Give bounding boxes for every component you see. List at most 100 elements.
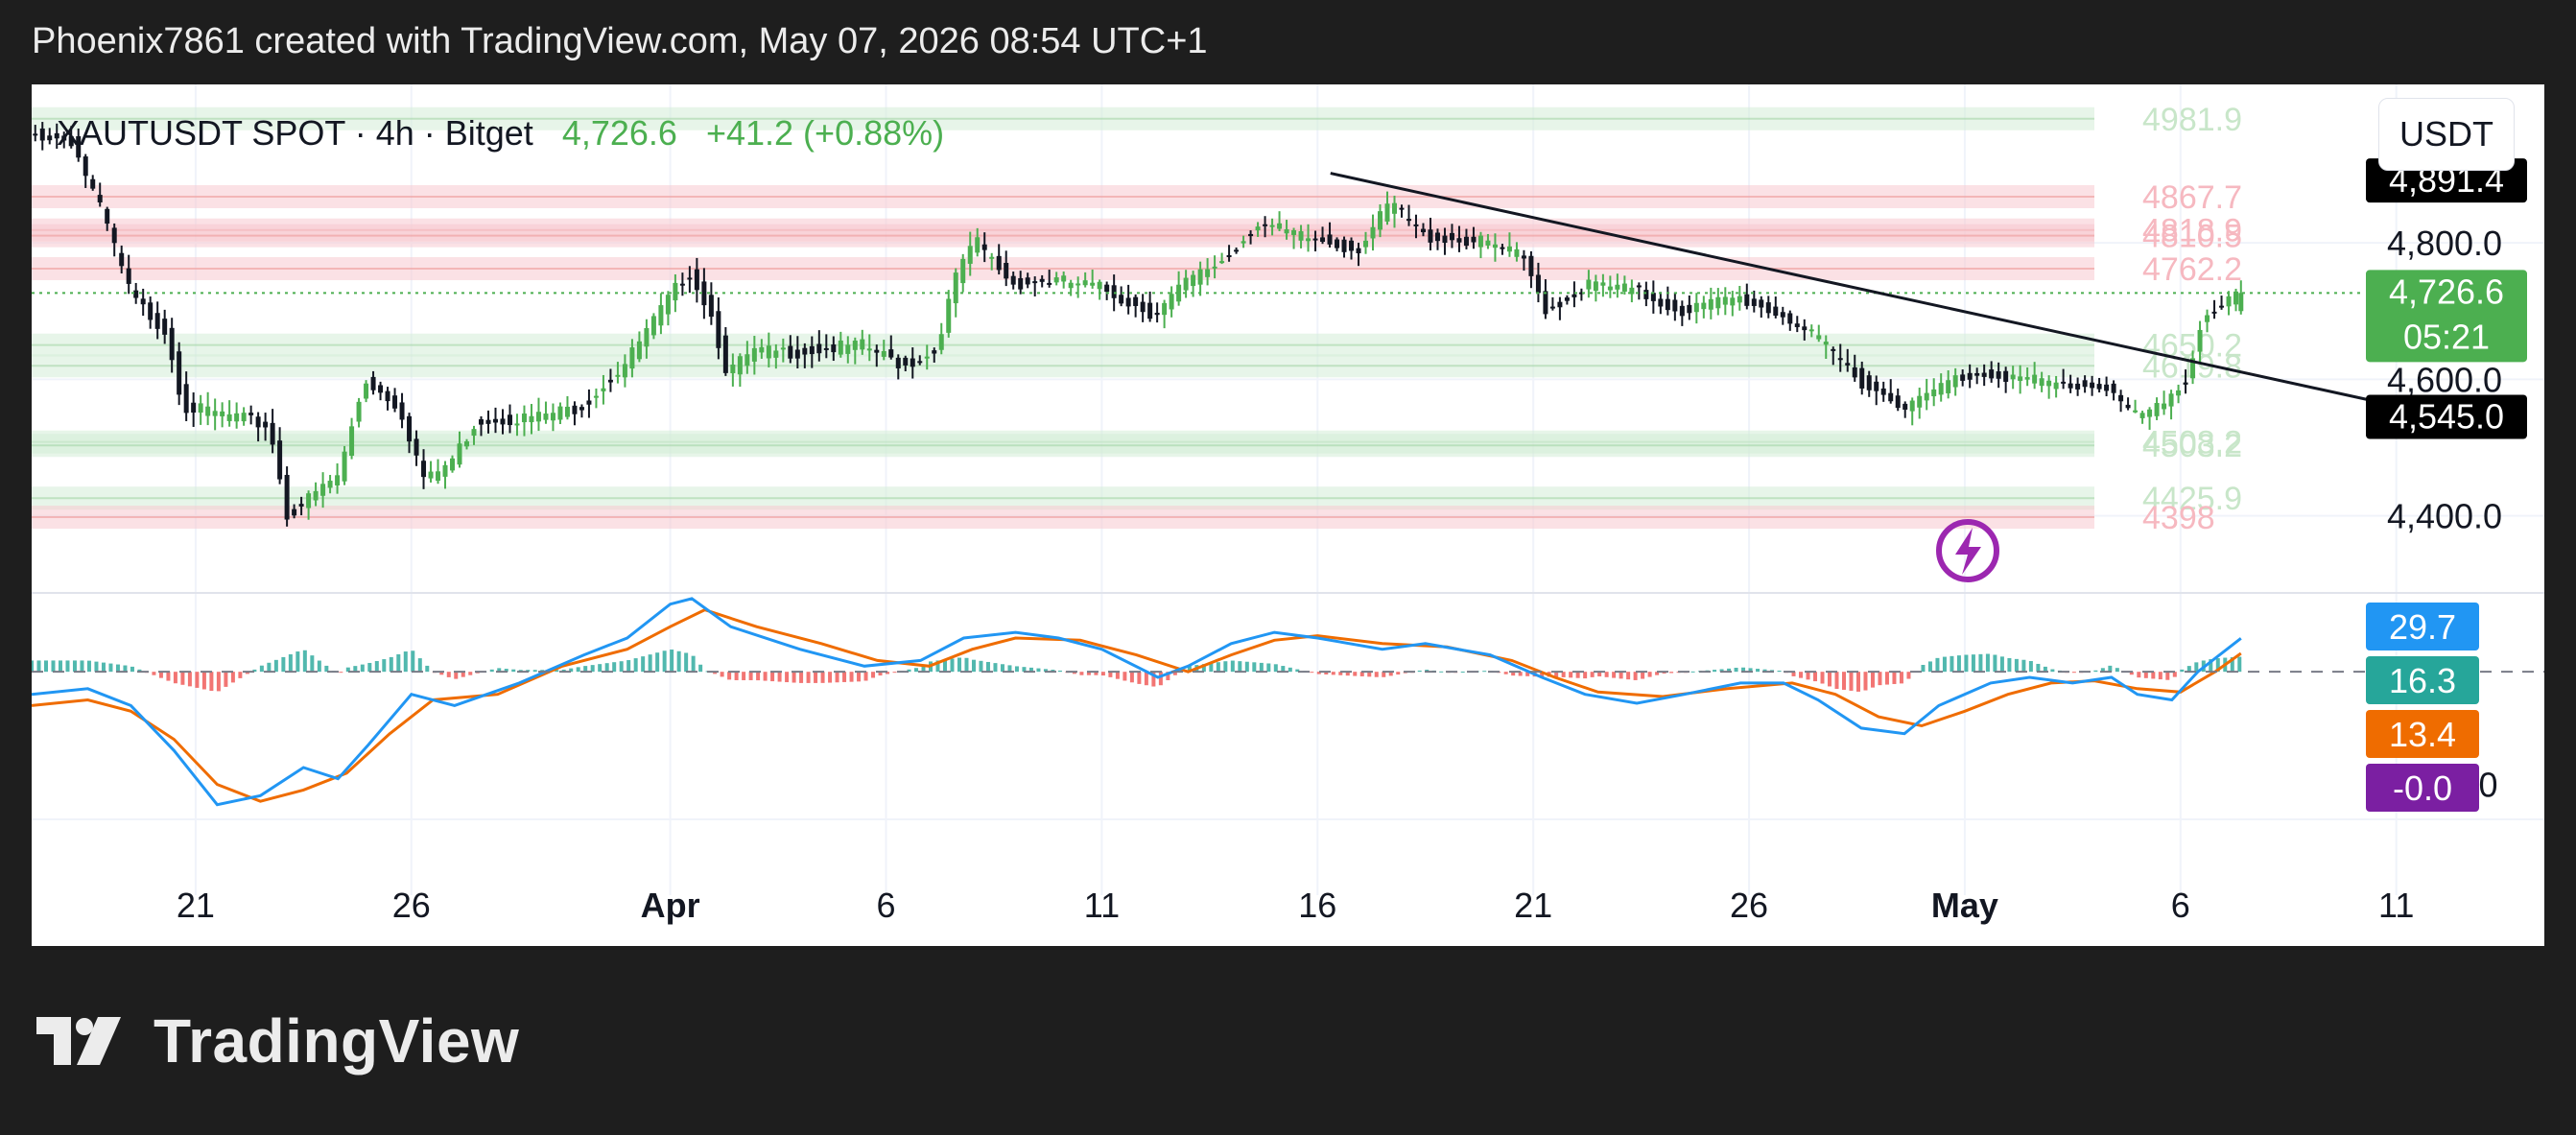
- candle-body: [385, 390, 390, 402]
- macd-histogram-bar: [1999, 656, 2004, 673]
- candle-body: [1226, 254, 1232, 257]
- candle-body: [2053, 382, 2059, 390]
- macd-histogram-bar: [324, 665, 329, 673]
- candle-body: [794, 349, 800, 359]
- candle-body: [183, 384, 189, 414]
- macd-histogram-bar: [670, 650, 674, 673]
- macd-histogram-bar: [907, 669, 911, 673]
- macd-histogram-bar: [1863, 672, 1868, 691]
- macd-histogram-bar: [1036, 668, 1041, 673]
- candle-body: [514, 423, 520, 426]
- macd-histogram-bar: [720, 672, 724, 677]
- candle-body: [708, 295, 714, 318]
- candle-body: [457, 443, 462, 465]
- chart-frame[interactable]: 4981.94867.74818.94810.54762.24650.24619…: [32, 84, 2544, 946]
- macd-histogram-bar: [1374, 672, 1379, 677]
- candle-body: [658, 305, 664, 326]
- macd-histogram-bar: [1281, 666, 1286, 673]
- candle-body: [1607, 286, 1613, 291]
- candle-body: [248, 413, 254, 415]
- macd-pane: [32, 597, 2544, 807]
- zones: 4981.94867.74818.94810.54762.24650.24619…: [32, 102, 2242, 536]
- macd-histogram-bar: [1273, 664, 1278, 673]
- candle-body: [220, 411, 225, 416]
- zone-label: 4503.2: [2142, 428, 2242, 464]
- candle-body: [2205, 315, 2210, 322]
- macd-histogram-bar: [849, 672, 854, 682]
- macd-side-label-box: [2366, 603, 2479, 650]
- macd-histogram-bar: [1123, 672, 1127, 681]
- candle-body: [1449, 232, 1454, 241]
- macd-histogram-bar: [1719, 669, 1724, 673]
- macd-histogram-bar: [1223, 661, 1228, 673]
- macd-histogram-bar: [1014, 666, 1019, 673]
- candle-body: [485, 419, 491, 424]
- zone-label: 4398: [2142, 500, 2215, 536]
- macd-histogram-bar: [1338, 672, 1343, 675]
- candle-body: [148, 302, 154, 320]
- candle-body: [881, 350, 886, 357]
- macd-histogram-bar: [770, 672, 775, 682]
- macd-histogram-bar: [2071, 672, 2076, 674]
- candle-body: [2219, 305, 2225, 308]
- candle-body: [622, 364, 627, 378]
- candle-body: [730, 364, 736, 374]
- candle-body: [687, 277, 693, 280]
- candle-body: [1147, 302, 1153, 319]
- candle-body: [349, 426, 355, 456]
- macd-histogram-bar: [1396, 672, 1401, 675]
- candle-body: [953, 272, 958, 304]
- macd-histogram-bar: [339, 672, 343, 674]
- macd-histogram-bar: [814, 672, 818, 683]
- macd-histogram-bar: [201, 672, 206, 690]
- candle-body: [650, 316, 656, 336]
- time-tick-label: Apr: [641, 886, 700, 925]
- macd-histogram-bar: [1151, 672, 1156, 687]
- macd-histogram-bar: [1359, 672, 1364, 676]
- macd-histogram-bar: [367, 662, 372, 673]
- candle-body: [1794, 323, 1800, 327]
- macd-histogram-bar: [612, 662, 617, 673]
- candle-body: [1708, 298, 1713, 310]
- candle-body: [284, 475, 290, 520]
- macd-histogram-bar: [892, 672, 897, 674]
- macd-histogram-bar: [173, 672, 177, 684]
- macd-histogram-bar: [302, 650, 307, 673]
- candle-body: [1205, 269, 1211, 277]
- macd-histogram-bar: [2108, 665, 2113, 673]
- macd-histogram-bar: [2165, 672, 2170, 680]
- macd-histogram-bar: [1612, 672, 1617, 678]
- chart-svg[interactable]: 4981.94867.74818.94810.54762.24650.24619…: [32, 84, 2544, 946]
- macd-histogram-bar: [1022, 667, 1027, 673]
- macd-histogram-bar: [1100, 672, 1105, 676]
- candle-body: [2154, 403, 2160, 416]
- macd-histogram-bar: [1144, 672, 1148, 686]
- time-tick-label: 21: [177, 886, 215, 925]
- candle-body: [83, 156, 88, 177]
- macd-histogram-bar: [1094, 672, 1099, 675]
- macd-side-label-box: [2366, 764, 2479, 812]
- candle-body: [1442, 235, 1448, 244]
- candle-body: [370, 376, 376, 390]
- candle-body: [198, 403, 203, 414]
- alert-flash-icon[interactable]: [1936, 519, 1999, 582]
- macd-histogram-bar: [777, 672, 782, 682]
- candle-body: [1047, 282, 1052, 285]
- macd-histogram-bar: [461, 672, 465, 677]
- candle-body: [39, 128, 45, 141]
- currency-button[interactable]: USDT: [2378, 98, 2515, 171]
- time-tick-label: 26: [1730, 886, 1768, 925]
- candles: [32, 122, 2375, 527]
- macd-histogram-bar: [1727, 668, 1732, 673]
- macd-histogram-bar: [310, 655, 315, 673]
- candle-body: [1687, 304, 1692, 314]
- candle-body: [1384, 203, 1390, 222]
- candle-body: [1169, 294, 1174, 310]
- macd-histogram-bar: [1230, 660, 1235, 673]
- candle-body: [277, 440, 283, 480]
- tradingview-logo-icon: [36, 1017, 121, 1065]
- macd-histogram-bar: [713, 672, 718, 674]
- macd-histogram-bar: [1878, 672, 1882, 686]
- macd-histogram-bar: [727, 672, 732, 680]
- candle-body: [2032, 374, 2038, 384]
